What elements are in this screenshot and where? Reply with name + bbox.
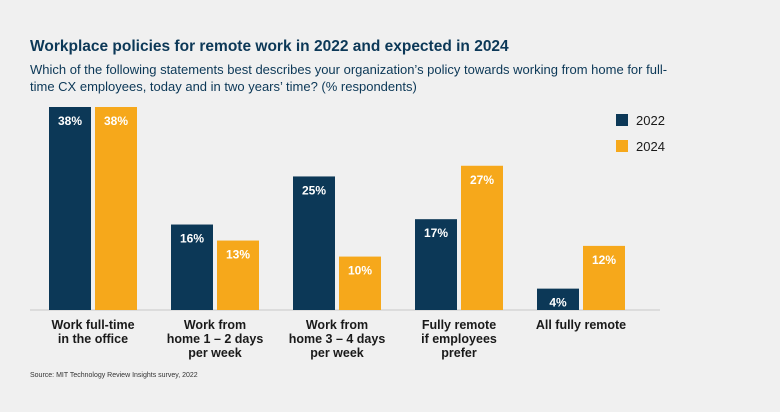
bar-2022-0	[49, 107, 91, 310]
category-label-0: Work full-time in the office	[51, 318, 135, 346]
legend-item-2024: 2024	[616, 133, 665, 159]
bar-2022-1	[171, 224, 213, 310]
legend-swatch-2022	[616, 114, 628, 126]
bar-2022-4	[537, 288, 579, 310]
chart-title: Workplace policies for remote work in 20…	[30, 38, 509, 55]
legend-label-2024: 2024	[636, 138, 665, 154]
data-label-2022-3: 17%	[424, 226, 448, 240]
source-note: Source: MIT Technology Review Insights s…	[30, 372, 198, 379]
data-label-2022-1: 16%	[180, 232, 204, 246]
bar-2022-3	[415, 219, 457, 310]
legend-swatch-2024	[616, 140, 628, 152]
data-label-2022-0: 38%	[58, 114, 82, 128]
data-label-2024-3: 27%	[470, 173, 494, 187]
category-label-1: Work from home 1 – 2 days per week	[166, 318, 264, 360]
chart-subtitle: Which of the following statements best d…	[30, 62, 668, 94]
category-label-2: Work from home 3 – 4 days per week	[288, 318, 386, 360]
bar-2024-2	[339, 256, 381, 310]
category-label-3: Fully remote if employees prefer	[421, 318, 497, 360]
legend-label-2022: 2022	[636, 112, 665, 128]
data-label-2024-1: 13%	[226, 248, 250, 262]
legend: 2022 2024	[616, 107, 665, 159]
bar-2022-2	[293, 176, 335, 310]
bar-2024-0	[95, 107, 137, 310]
category-label-4: All fully remote	[535, 318, 627, 332]
data-label-2022-2: 25%	[302, 183, 326, 197]
bar-2024-4	[583, 245, 625, 310]
data-label-2024-0: 38%	[104, 114, 128, 128]
data-label-2022-4: 4%	[549, 296, 567, 310]
data-label-2024-2: 10%	[348, 264, 372, 278]
legend-item-2022: 2022	[616, 107, 665, 133]
data-label-2024-4: 12%	[592, 253, 616, 267]
bar-2024-1	[217, 240, 259, 310]
bar-2024-3	[461, 165, 503, 310]
